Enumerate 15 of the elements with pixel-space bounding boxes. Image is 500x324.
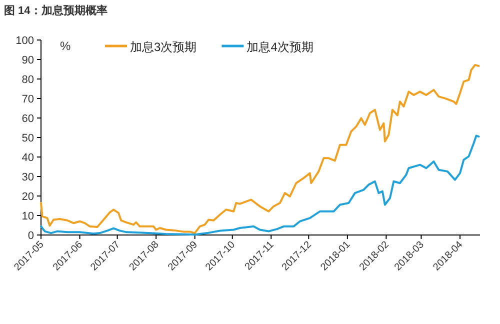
y-tick-label: 100 bbox=[16, 35, 34, 47]
y-tick-label: 90 bbox=[22, 54, 34, 66]
y-tick-label: 60 bbox=[22, 113, 34, 125]
y-tick-label: 20 bbox=[22, 191, 34, 203]
legend-label: 加息4次预期 bbox=[246, 40, 314, 54]
y-tick-label: 0 bbox=[28, 230, 34, 242]
y-tick-label: 40 bbox=[22, 152, 34, 164]
y-tick-label: 70 bbox=[22, 94, 34, 106]
y-tick-label: 10 bbox=[22, 210, 34, 222]
y-tick-label: 30 bbox=[22, 172, 34, 184]
y-tick-label: 80 bbox=[22, 74, 34, 86]
legend-label: 加息3次预期 bbox=[130, 40, 197, 54]
title: 图 14：加息预期概率 bbox=[4, 5, 108, 17]
y-tick-label: 50 bbox=[22, 132, 34, 144]
y-axis-title: % bbox=[60, 39, 71, 53]
